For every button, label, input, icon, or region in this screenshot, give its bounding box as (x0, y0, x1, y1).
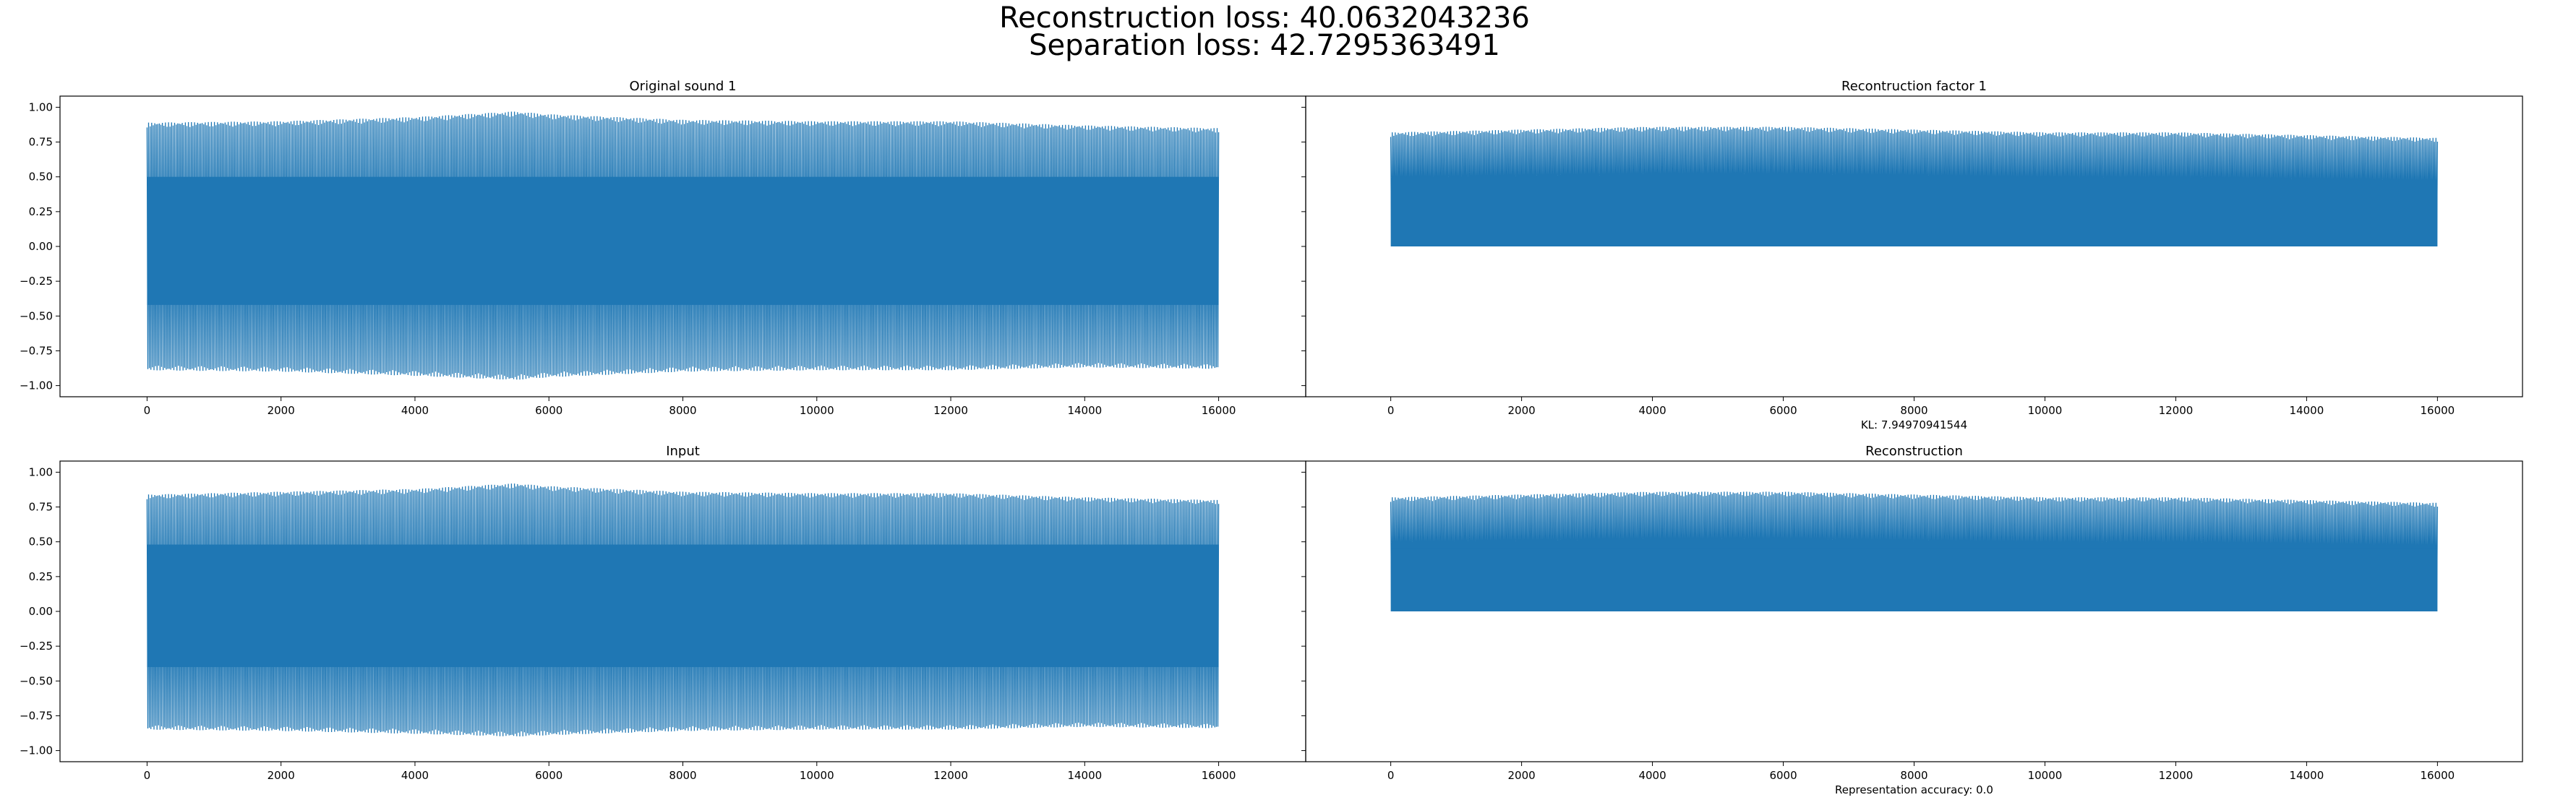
x-tick-label: 14000 (2290, 404, 2324, 417)
x-tick-label: 12000 (2159, 404, 2194, 417)
x-tick-label: 0 (144, 769, 151, 782)
suptitle-line-2: Separation loss: 42.7295363491 (1029, 29, 1500, 62)
x-tick-label: 2000 (1508, 404, 1536, 417)
suptitle-line-1: Reconstruction loss: 40.0632043236 (999, 1, 1530, 35)
x-tick-label: 14000 (2290, 769, 2324, 782)
panel-xlabel-accuracy: Representation accuracy: 0.0 (1835, 783, 1993, 796)
x-tick-label: 4000 (401, 769, 429, 782)
panel-title: Recontruction factor 1 (1841, 79, 1987, 94)
y-tick-label: −0.50 (20, 674, 53, 687)
x-tick-label: 2000 (1508, 769, 1536, 782)
x-tick-label: 8000 (669, 404, 696, 417)
y-tick-label: 0.25 (29, 205, 53, 218)
y-tick-label: −0.25 (20, 275, 53, 288)
x-tick-label: 8000 (1900, 769, 1927, 782)
x-tick-label: 2000 (268, 769, 295, 782)
y-tick-label: 1.00 (29, 100, 53, 113)
x-tick-label: 16000 (2421, 404, 2455, 417)
waveform-core (1390, 549, 2438, 611)
panel-title: Original sound 1 (630, 79, 737, 94)
y-tick-label: 1.00 (29, 465, 53, 478)
y-tick-label: 0.50 (29, 171, 53, 184)
x-tick-label: 6000 (535, 769, 562, 782)
panel-xlabel-kl: KL: 7.94970941544 (1861, 418, 1967, 431)
y-tick-label: 0.75 (29, 501, 53, 514)
y-tick-label: −0.25 (20, 640, 53, 653)
x-tick-label: 14000 (1067, 404, 1102, 417)
x-tick-label: 6000 (1769, 769, 1797, 782)
panel-title: Reconstruction (1865, 444, 1963, 459)
x-tick-label: 14000 (1067, 769, 1102, 782)
y-tick-label: 0.00 (29, 240, 53, 253)
x-tick-label: 12000 (2159, 769, 2194, 782)
y-tick-label: −0.50 (20, 309, 53, 322)
y-tick-label: 0.00 (29, 605, 53, 618)
x-tick-label: 0 (1387, 769, 1395, 782)
y-tick-label: −1.00 (20, 379, 53, 392)
x-tick-label: 8000 (669, 769, 696, 782)
waveform-core (147, 176, 1219, 305)
x-tick-label: 10000 (800, 404, 834, 417)
x-tick-label: 12000 (933, 404, 968, 417)
waveform-core (1390, 184, 2438, 246)
x-tick-label: 12000 (933, 769, 968, 782)
x-tick-label: 4000 (1638, 769, 1666, 782)
x-tick-label: 4000 (1638, 404, 1666, 417)
x-tick-label: 6000 (1769, 404, 1797, 417)
waveform-core (147, 544, 1219, 668)
x-tick-label: 16000 (1202, 404, 1236, 417)
panel-input: Input 0 2000 4000 6000 8000 10000 12000 14000 16… (20, 444, 1306, 782)
y-tick-label: 0.25 (29, 570, 53, 583)
panel-reconstruction: Reconstruction Representation accuracy: … (1301, 444, 2523, 796)
x-tick-label: 0 (1387, 404, 1395, 417)
x-tick-label: 6000 (535, 404, 562, 417)
y-tick-label: −1.00 (20, 744, 53, 757)
x-tick-label: 16000 (2421, 769, 2455, 782)
x-tick-label: 16000 (1202, 769, 1236, 782)
x-tick-label: 4000 (401, 404, 429, 417)
panel-original-sound: Original sound 1 0 2000 4000 6000 8000 10000 1… (20, 79, 1306, 417)
y-tick-label: 0.50 (29, 536, 53, 549)
y-tick-label: −0.75 (20, 344, 53, 357)
panel-reconstruction-factor: Recontruction factor 1 KL: 7.94970941544… (1301, 79, 2523, 431)
x-tick-label: 2000 (268, 404, 295, 417)
panel-title: Input (666, 444, 700, 459)
x-tick-label: 10000 (2028, 404, 2063, 417)
x-tick-label: 8000 (1900, 404, 1927, 417)
y-tick-label: −0.75 (20, 709, 53, 722)
x-tick-label: 0 (144, 404, 151, 417)
x-tick-label: 10000 (800, 769, 834, 782)
y-tick-label: 0.75 (29, 136, 53, 149)
x-tick-label: 10000 (2028, 769, 2063, 782)
